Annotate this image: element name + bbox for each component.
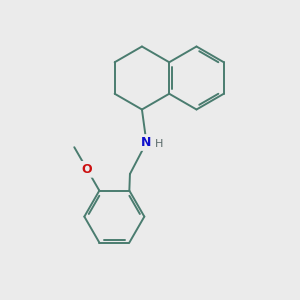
Text: O: O xyxy=(82,163,92,176)
Text: N: N xyxy=(141,136,152,149)
Text: H: H xyxy=(155,139,163,149)
